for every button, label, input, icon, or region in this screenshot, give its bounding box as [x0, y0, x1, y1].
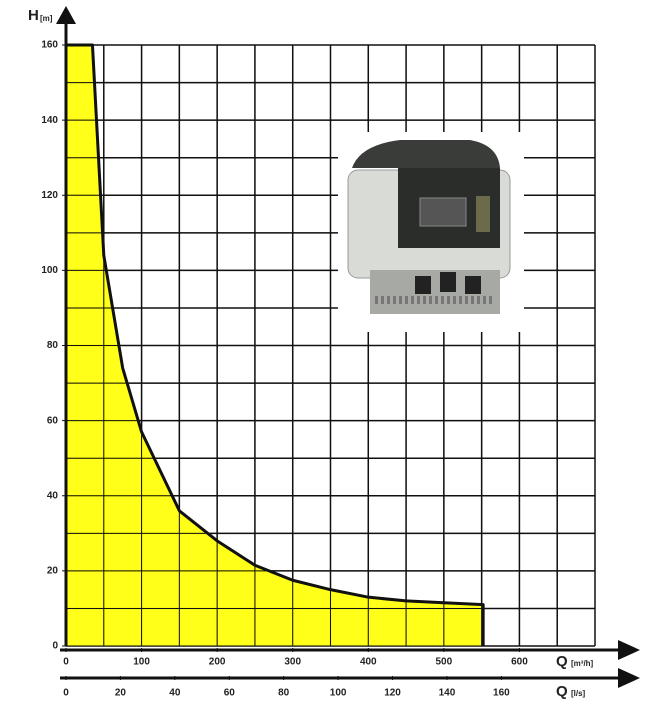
y-tick-label: 60 — [47, 415, 59, 426]
x-tick-label: 100 — [133, 657, 150, 668]
y-tick-label: 20 — [47, 566, 59, 577]
x-tick-label: 600 — [511, 657, 528, 668]
y-unit: [m] — [40, 14, 53, 23]
x-tick-label: 0 — [63, 657, 69, 668]
x-label: Q — [556, 653, 568, 670]
x2-label: Q — [556, 683, 568, 700]
y-arrow — [56, 6, 76, 24]
y-tick-label: 80 — [47, 340, 59, 351]
x-tick-label: 300 — [284, 657, 301, 668]
x2-unit: [l/s] — [571, 689, 586, 698]
x2-tick-label: 120 — [384, 688, 401, 699]
product-image — [338, 132, 524, 332]
x2-arrow — [618, 668, 640, 688]
y-tick-label: 160 — [41, 40, 58, 51]
x2-tick-label: 40 — [169, 688, 181, 699]
y-tick-label: 0 — [52, 641, 58, 652]
x-unit: [m³/h] — [571, 659, 594, 668]
x2-tick-label: 0 — [63, 688, 69, 699]
y-label: H — [28, 7, 39, 24]
x2-tick-label: 80 — [278, 688, 290, 699]
x2-tick-label: 100 — [330, 688, 347, 699]
x-tick-label: 200 — [209, 657, 226, 668]
x-tick-label: 400 — [360, 657, 377, 668]
x2-tick-label: 160 — [493, 688, 510, 699]
y-tick-label: 40 — [47, 490, 59, 501]
x2-tick-label: 60 — [224, 688, 236, 699]
x2-tick-label: 20 — [115, 688, 127, 699]
y-tick-label: 140 — [41, 115, 58, 126]
y-tick-label: 100 — [41, 265, 58, 276]
y-tick-label: 120 — [41, 190, 58, 201]
x-tick-label: 500 — [436, 657, 453, 668]
x-arrow — [618, 640, 640, 660]
area-outline — [66, 43, 485, 646]
x2-tick-label: 140 — [439, 688, 456, 699]
